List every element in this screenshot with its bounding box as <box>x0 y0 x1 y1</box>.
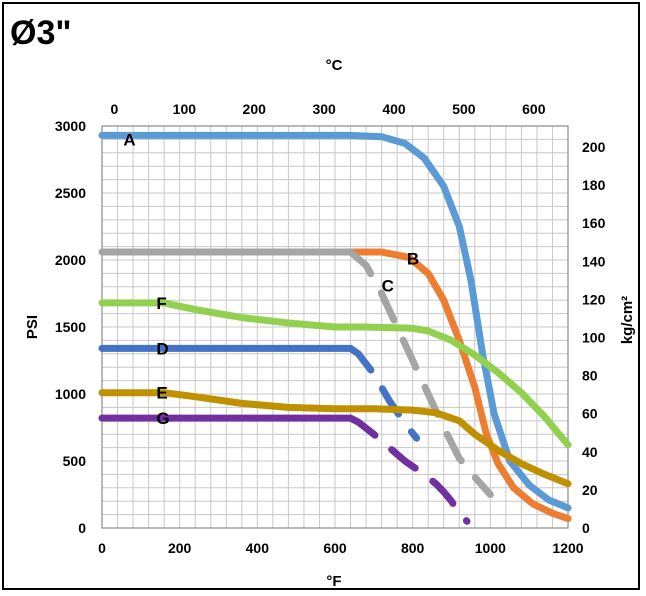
tick-label-top: 600 <box>522 101 546 117</box>
tick-label-right: 20 <box>582 482 598 498</box>
series-line-d-dashed <box>347 344 421 442</box>
curve-label-g: G <box>156 409 169 428</box>
plot-border <box>101 125 569 529</box>
tick-label-top: 400 <box>382 101 406 117</box>
curve-label-f: F <box>156 294 166 313</box>
left-axis-label: PSI <box>24 315 41 339</box>
tick-label-right: 160 <box>582 215 606 231</box>
top-axis-label: °C <box>326 57 343 74</box>
tick-label-top: 300 <box>312 101 336 117</box>
tick-label-bottom: 400 <box>246 540 270 556</box>
right-axis-label: kg/cm² <box>619 296 636 344</box>
curve-label-d: D <box>156 339 168 358</box>
tick-label-right: 180 <box>582 177 606 193</box>
curve-label-b: B <box>407 250 419 269</box>
curve-label-a: A <box>123 130 135 149</box>
tick-label-bottom: 1000 <box>475 540 506 556</box>
series-line-e <box>98 389 572 488</box>
tick-label-right: 40 <box>582 444 598 460</box>
tick-label-left: 0 <box>78 520 86 536</box>
tick-label-bottom: 1200 <box>552 540 583 556</box>
tick-label-right: 140 <box>582 253 606 269</box>
tick-label-left: 1500 <box>55 319 86 335</box>
series-line-f <box>98 299 572 449</box>
tick-label-top: 200 <box>243 101 267 117</box>
series-group <box>98 131 572 525</box>
series-line-b <box>347 248 572 523</box>
tick-label-top: 100 <box>173 101 197 117</box>
tick-label-left: 2000 <box>55 252 86 268</box>
bottom-axis-label: °F <box>326 573 341 590</box>
tick-label-right: 60 <box>582 406 598 422</box>
tick-label-left: 500 <box>63 453 87 469</box>
tick-label-right: 0 <box>582 520 590 536</box>
tick-label-bottom: 800 <box>401 540 425 556</box>
curve-label-c: C <box>382 276 394 295</box>
tick-label-left: 2500 <box>55 185 86 201</box>
tick-label-left: 1000 <box>55 386 86 402</box>
tick-label-left: 3000 <box>55 118 86 134</box>
tick-label-bottom: 600 <box>323 540 347 556</box>
curve-label-group: A BC D E F G <box>123 130 419 428</box>
series-line-a <box>98 131 572 512</box>
tick-label-right: 200 <box>582 139 606 155</box>
tick-label-right: 80 <box>582 368 598 384</box>
chart-title: Ø3" <box>10 14 72 52</box>
curve-label-e: E <box>156 384 167 403</box>
tick-label-right: 120 <box>582 291 606 307</box>
tick-label-top: 0 <box>111 101 119 117</box>
tick-label-bottom: 200 <box>168 540 192 556</box>
series-line-g-dashed <box>347 414 471 525</box>
tick-label-right: 100 <box>582 329 606 345</box>
tick-label-bottom: 0 <box>98 540 106 556</box>
tick-label-top: 500 <box>452 101 476 117</box>
